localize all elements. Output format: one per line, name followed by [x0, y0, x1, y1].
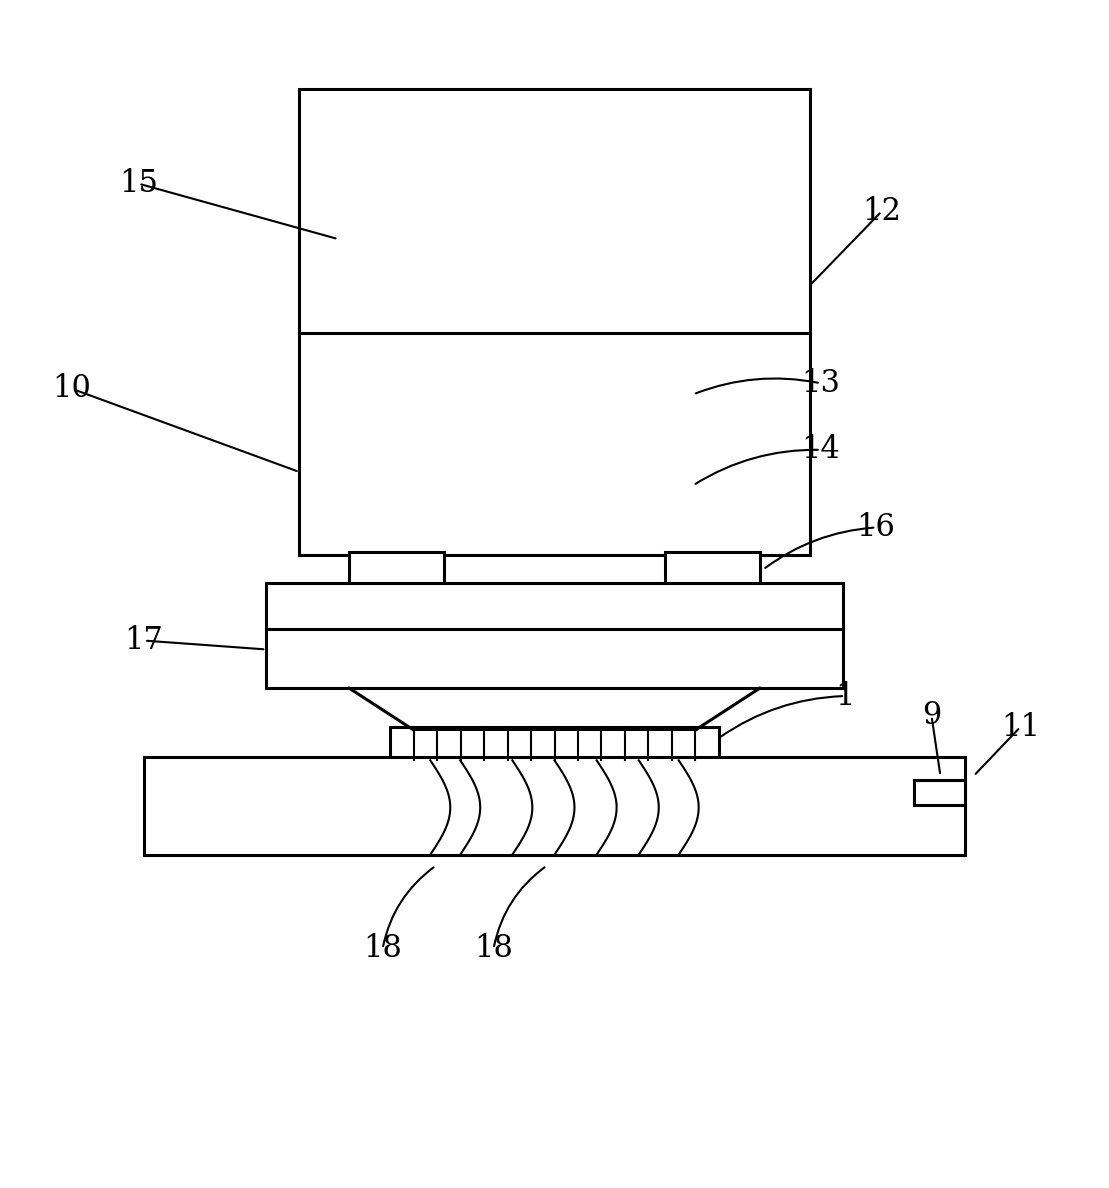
Text: 17: 17 [124, 625, 164, 656]
Bar [266, 583, 843, 688]
Text: 18: 18 [474, 934, 513, 965]
Text: 12: 12 [862, 196, 902, 227]
Bar [299, 89, 810, 555]
Text: 10: 10 [52, 373, 92, 404]
Text: 13: 13 [801, 368, 841, 399]
Bar [390, 727, 719, 760]
Text: 11: 11 [1000, 712, 1040, 742]
Text: 15: 15 [119, 169, 159, 200]
Bar [144, 757, 965, 854]
Bar [665, 552, 760, 588]
Text: 1: 1 [835, 681, 855, 712]
Text: 18: 18 [363, 934, 403, 965]
Text: 14: 14 [802, 435, 840, 466]
Bar [914, 781, 965, 804]
Text: 16: 16 [856, 512, 896, 543]
Text: 9: 9 [922, 701, 942, 732]
Bar [349, 552, 444, 588]
